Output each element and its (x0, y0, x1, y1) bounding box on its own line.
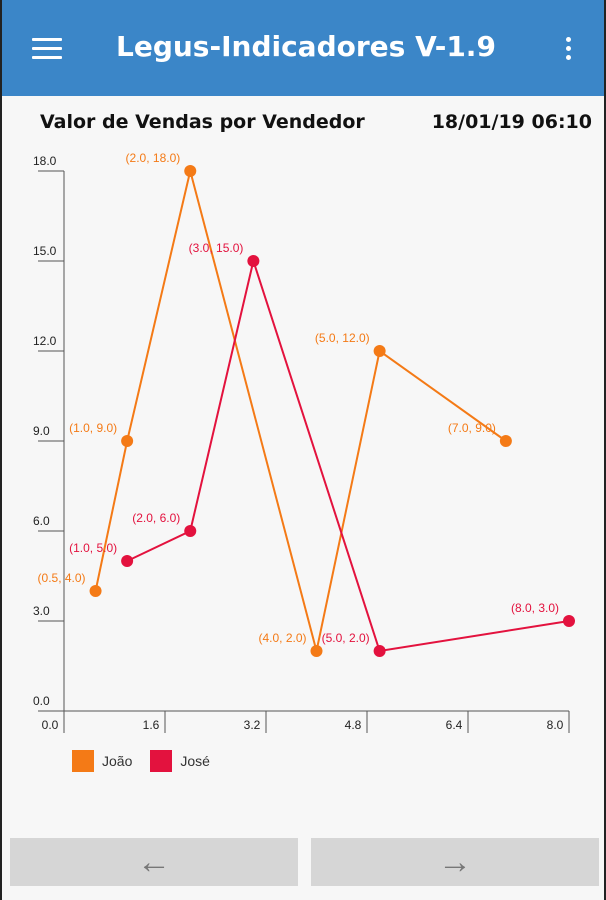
data-point (89, 585, 102, 597)
data-point (563, 615, 575, 627)
chart-title: Valor de Vendas por Vendedor (40, 111, 365, 133)
data-point (121, 435, 134, 447)
x-tick-label: 0.0 (42, 718, 59, 732)
legend-item-jose: José (150, 750, 210, 772)
arrow-back-icon: ← (137, 842, 171, 881)
legend-item-joao: João (72, 750, 132, 772)
data-point (184, 525, 197, 537)
more-vert-icon[interactable] (562, 37, 574, 63)
y-tick-label: 0.0 (33, 694, 50, 708)
x-tick-label: 1.6 (143, 718, 160, 732)
hamburger-menu-icon[interactable] (32, 38, 62, 60)
legend-label-joao: João (102, 753, 133, 769)
app-bar: Legus-Indicadores V-1.9 (0, 0, 606, 96)
series-line-1 (126, 257, 570, 653)
data-label: (8.0, 3.0) (511, 601, 559, 615)
x-tick-label: 4.8 (345, 718, 362, 732)
data-label: (0.5, 4.0) (38, 571, 86, 585)
chart-datetime: 18/01/19 06:10 (431, 111, 592, 133)
previous-button[interactable]: ← (10, 838, 298, 886)
data-point (373, 345, 386, 357)
content-area (0, 96, 606, 900)
data-label: (7.0, 9.0) (448, 421, 496, 435)
data-point (499, 435, 512, 447)
y-tick-label: 18.0 (33, 154, 57, 168)
data-label: (1.0, 9.0) (69, 421, 117, 435)
series-line-0 (94, 170, 507, 652)
data-point (184, 165, 197, 177)
y-tick-label: 12.0 (33, 334, 57, 348)
data-point (247, 255, 260, 267)
data-label: (5.0, 12.0) (315, 331, 370, 345)
x-tick-label: 3.2 (244, 718, 261, 732)
data-point (373, 645, 386, 657)
data-label: (2.0, 6.0) (132, 511, 180, 525)
legend-swatch-jose (150, 750, 173, 772)
app-title: Legus-Indicadores V-1.9 (116, 30, 496, 63)
data-point (121, 555, 134, 567)
legend-label-jose: José (180, 753, 210, 769)
data-label: (4.0, 2.0) (258, 631, 306, 645)
y-tick-label: 3.0 (33, 604, 50, 618)
y-tick-label: 15.0 (33, 244, 57, 258)
legend-swatch-joao (72, 750, 94, 772)
data-label: (1.0, 5.0) (69, 541, 117, 555)
data-label: (3.0, 15.0) (189, 241, 244, 255)
x-tick-label: 8.0 (547, 718, 564, 732)
data-label: (2.0, 18.0) (126, 151, 181, 165)
arrow-forward-icon: → (438, 842, 472, 881)
next-button[interactable]: → (311, 838, 599, 886)
data-point (310, 645, 323, 657)
y-tick-label: 9.0 (33, 424, 50, 438)
chart-legend: João José (72, 750, 228, 772)
data-label: (5.0, 2.0) (322, 631, 370, 645)
x-tick-label: 6.4 (446, 718, 463, 732)
y-tick-label: 6.0 (33, 514, 50, 528)
